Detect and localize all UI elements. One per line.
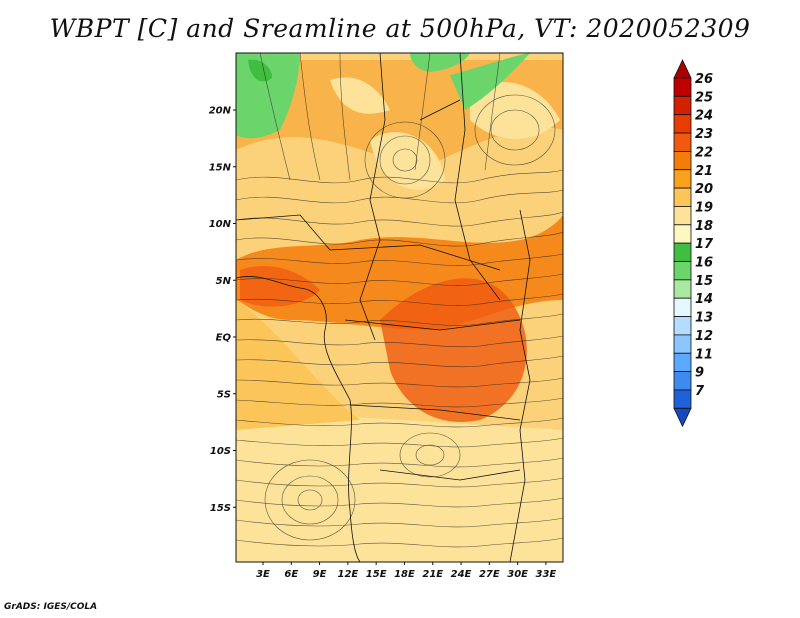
colorbar-swatch: [673, 206, 692, 226]
latitude-axis: 20N 15N 10N 5N EQ 5S 10S 15S: [209, 106, 236, 514]
colorbar-swatch: [673, 224, 692, 244]
colorbar-label: 14: [695, 292, 713, 307]
colorbar-label: 13: [695, 311, 713, 326]
green-patch-nw-core: [248, 59, 272, 82]
colorbar-swatch: [673, 371, 692, 391]
colorbar-label: 12: [695, 329, 713, 344]
wbpt-23-west: [240, 266, 320, 307]
colorbar-swatch: [673, 242, 692, 262]
colorbar-swatch: [673, 77, 692, 97]
wbpt-n-cell: [370, 132, 445, 190]
latitude-tick-label: 15N: [209, 162, 232, 173]
colorbar-label: 11: [695, 347, 713, 362]
wbpt-north-cell2: [330, 77, 390, 114]
colorbar-swatch: [673, 297, 692, 317]
colorbar-label: 19: [695, 200, 713, 215]
latitude-tick-label: 10S: [210, 446, 231, 457]
wbpt-west-zone: [236, 300, 360, 430]
green-patch-n: [410, 53, 470, 72]
colorbar-label: 7: [695, 384, 705, 399]
latitude-tick-label: 5N: [216, 276, 232, 287]
colorbar-label: 26: [695, 72, 713, 87]
longitude-tick-label: 3E: [256, 569, 270, 580]
latitude-tick-label: 15S: [210, 503, 231, 514]
colorbar-label: 20: [695, 182, 713, 197]
colorbar-label: 16: [695, 256, 713, 271]
longitude-tick-label: 12E: [337, 569, 358, 580]
colorbar-swatch: [673, 352, 692, 373]
credit-label: GrADS: IGES/COLA: [4, 602, 98, 612]
wbpt-shading: [236, 53, 563, 562]
colorbar-swatch: [673, 132, 692, 152]
longitude-tick-label: 21E: [422, 569, 443, 580]
longitude-tick-label: 24E: [451, 569, 472, 580]
colorbar-label: 18: [695, 219, 713, 234]
colorbar-label: 15: [695, 274, 713, 289]
colorbar-swatch: [673, 334, 692, 354]
colorbar-label: 21: [695, 164, 713, 179]
country-borders: [236, 53, 531, 562]
colorbar-label: 24: [695, 109, 713, 124]
longitude-tick-label: 9E: [313, 569, 327, 580]
map-frame: [235, 52, 564, 563]
colorbar-swatch: [673, 261, 692, 281]
latitude-tick-label: 5S: [217, 389, 231, 400]
green-patch-ne: [450, 53, 530, 110]
longitude-tick-label: 15E: [366, 569, 387, 580]
colorbar: 26 25 24 23 22 21 20 19 18 17 16 15 14 13 12 11 9 7: [673, 59, 714, 428]
chart-title: WBPT [C] and Sreamline at 500hPa, VT: 20…: [49, 14, 751, 43]
colorbar-label: 23: [695, 127, 713, 142]
longitude-tick-label: 27E: [479, 569, 500, 580]
streamlines: [236, 53, 563, 548]
colorbar-swatch: [673, 114, 692, 134]
colorbar-swatch: [673, 169, 692, 189]
colorbar-swatch: [673, 316, 692, 336]
colorbar-label: 9: [695, 366, 704, 381]
latitude-tick-label: EQ: [216, 333, 232, 344]
longitude-tick-label: 6E: [284, 569, 298, 580]
colorbar-swatch: [673, 95, 692, 116]
colorbar-label: 22: [695, 145, 713, 160]
longitude-tick-label: 30E: [507, 569, 528, 580]
wbpt-23-core: [380, 278, 527, 422]
colorbar-bottom-arrow: [673, 407, 692, 428]
colorbar-swatch: [673, 150, 692, 171]
colorbar-top-arrow: [673, 59, 692, 79]
colorbar-label: 25: [695, 90, 713, 105]
longitude-axis: 3E 6E 9E 12E 15E 18E 21E 24E 27E 30E 33E: [256, 562, 556, 580]
colorbar-swatch: [673, 389, 692, 409]
latitude-tick-label: 20N: [209, 106, 232, 117]
colorbar-label: 17: [695, 237, 714, 252]
longitude-tick-label: 33E: [536, 569, 557, 580]
green-patch-nw: [236, 53, 300, 139]
wbpt-south-zone: [236, 410, 563, 562]
longitude-tick-label: 18E: [394, 569, 415, 580]
wbpt-ne-cell: [470, 81, 560, 139]
latitude-tick-label: 10N: [209, 219, 232, 230]
colorbar-swatch: [673, 279, 692, 299]
colorbar-swatch: [673, 187, 692, 207]
